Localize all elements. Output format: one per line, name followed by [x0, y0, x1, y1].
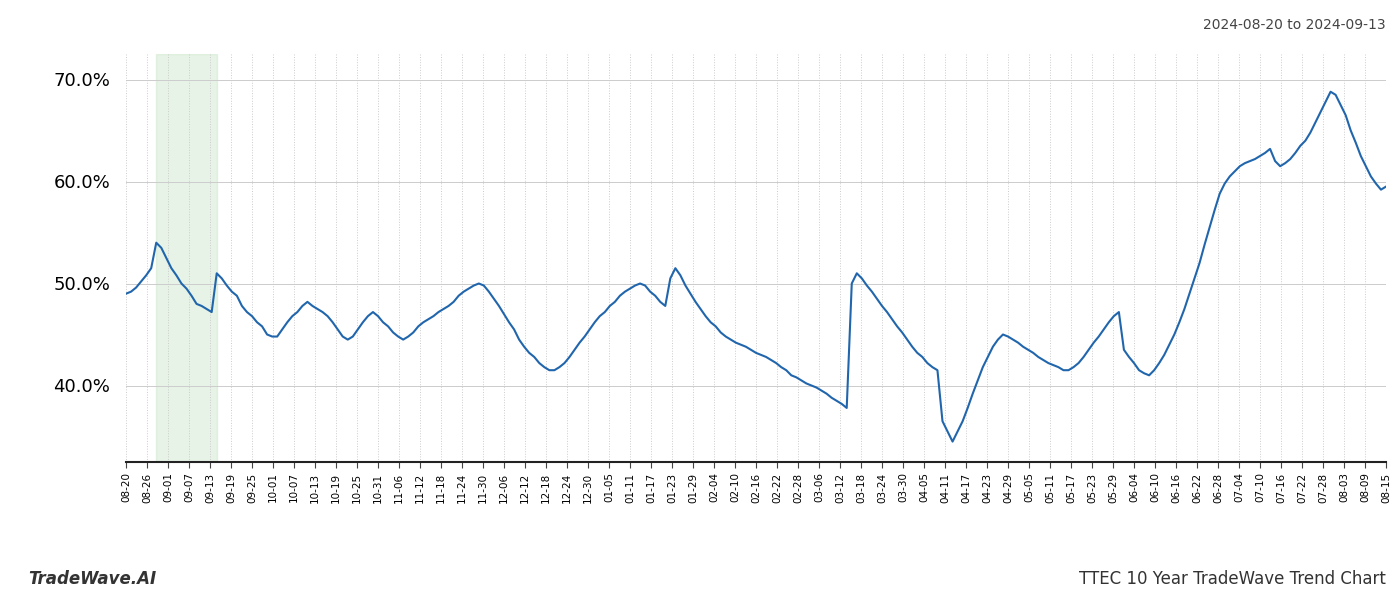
Text: TTEC 10 Year TradeWave Trend Chart: TTEC 10 Year TradeWave Trend Chart [1079, 570, 1386, 588]
Text: 2024-08-20 to 2024-09-13: 2024-08-20 to 2024-09-13 [1204, 18, 1386, 32]
Bar [157, 54, 217, 462]
Text: TradeWave.AI: TradeWave.AI [28, 570, 157, 588]
